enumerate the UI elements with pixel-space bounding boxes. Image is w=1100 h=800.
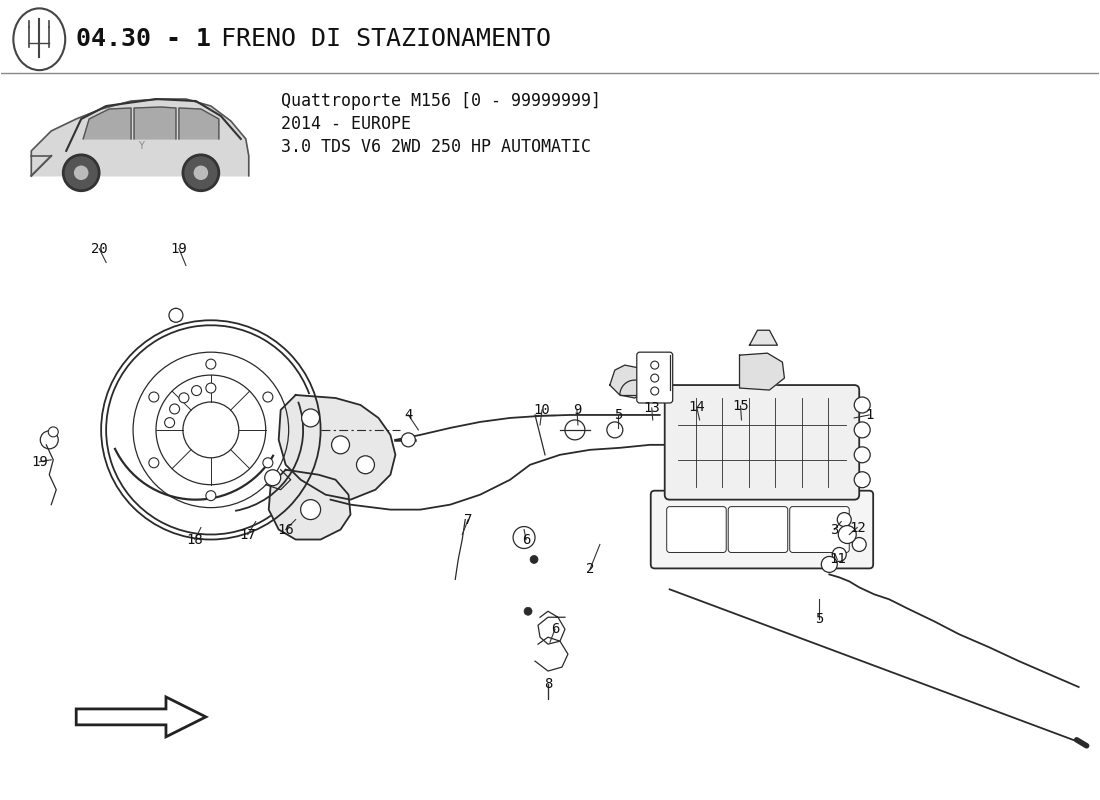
Text: 13: 13 bbox=[644, 401, 660, 415]
Text: 4: 4 bbox=[404, 408, 412, 422]
Circle shape bbox=[300, 500, 320, 519]
Polygon shape bbox=[268, 470, 351, 539]
Circle shape bbox=[822, 557, 837, 572]
Circle shape bbox=[855, 397, 870, 413]
Text: 2014 - EUROPE: 2014 - EUROPE bbox=[280, 115, 410, 133]
Polygon shape bbox=[76, 697, 206, 737]
Polygon shape bbox=[609, 365, 648, 398]
Circle shape bbox=[165, 418, 175, 428]
Polygon shape bbox=[739, 353, 784, 390]
Text: 19: 19 bbox=[31, 454, 47, 469]
Circle shape bbox=[402, 433, 416, 447]
Circle shape bbox=[838, 526, 856, 543]
Polygon shape bbox=[749, 330, 778, 345]
Circle shape bbox=[263, 458, 273, 468]
Circle shape bbox=[855, 472, 870, 488]
Text: 12: 12 bbox=[849, 521, 866, 534]
Circle shape bbox=[183, 155, 219, 190]
Text: 14: 14 bbox=[689, 400, 705, 414]
Circle shape bbox=[331, 436, 350, 454]
Circle shape bbox=[524, 607, 532, 615]
Text: 9: 9 bbox=[573, 403, 581, 417]
Text: 11: 11 bbox=[829, 553, 846, 566]
Text: 04.30 - 1: 04.30 - 1 bbox=[76, 27, 211, 51]
Circle shape bbox=[837, 513, 851, 526]
Circle shape bbox=[148, 458, 158, 468]
Circle shape bbox=[301, 409, 320, 427]
Circle shape bbox=[855, 422, 870, 438]
Text: 5: 5 bbox=[614, 408, 622, 422]
FancyBboxPatch shape bbox=[790, 506, 849, 553]
FancyBboxPatch shape bbox=[664, 385, 859, 500]
Circle shape bbox=[48, 427, 58, 437]
Circle shape bbox=[192, 165, 209, 181]
Polygon shape bbox=[134, 107, 176, 139]
Circle shape bbox=[263, 392, 273, 402]
Text: 16: 16 bbox=[277, 522, 294, 537]
Text: 3: 3 bbox=[830, 522, 838, 537]
Polygon shape bbox=[84, 108, 131, 139]
Circle shape bbox=[855, 447, 870, 462]
Circle shape bbox=[148, 392, 158, 402]
Text: 10: 10 bbox=[534, 403, 550, 417]
Polygon shape bbox=[278, 395, 395, 500]
Circle shape bbox=[169, 308, 183, 322]
Circle shape bbox=[356, 456, 374, 474]
Text: 6: 6 bbox=[521, 533, 530, 546]
Text: 2: 2 bbox=[585, 562, 594, 577]
Circle shape bbox=[833, 547, 846, 562]
Circle shape bbox=[565, 420, 585, 440]
Circle shape bbox=[169, 404, 179, 414]
Text: 20: 20 bbox=[91, 242, 108, 255]
Circle shape bbox=[852, 538, 866, 551]
Text: 15: 15 bbox=[733, 399, 749, 413]
Circle shape bbox=[191, 386, 201, 395]
FancyBboxPatch shape bbox=[667, 506, 726, 553]
Text: FRENO DI STAZIONAMENTO: FRENO DI STAZIONAMENTO bbox=[206, 27, 551, 51]
Text: 8: 8 bbox=[543, 677, 552, 691]
Text: 1: 1 bbox=[865, 408, 873, 422]
Circle shape bbox=[530, 555, 538, 563]
Circle shape bbox=[206, 383, 216, 393]
Text: 18: 18 bbox=[187, 533, 204, 546]
FancyBboxPatch shape bbox=[651, 490, 873, 569]
Text: 6: 6 bbox=[551, 622, 559, 636]
Circle shape bbox=[179, 393, 189, 403]
Text: Quattroporte M156 [0 - 99999999]: Quattroporte M156 [0 - 99999999] bbox=[280, 92, 601, 110]
Text: 5: 5 bbox=[815, 612, 824, 626]
Circle shape bbox=[265, 470, 280, 486]
Polygon shape bbox=[31, 99, 249, 176]
Polygon shape bbox=[179, 108, 219, 139]
Text: 19: 19 bbox=[170, 242, 187, 255]
Circle shape bbox=[607, 422, 623, 438]
FancyBboxPatch shape bbox=[728, 506, 788, 553]
Text: 17: 17 bbox=[240, 527, 256, 542]
Text: Y: Y bbox=[139, 141, 144, 151]
Circle shape bbox=[206, 359, 216, 369]
Circle shape bbox=[74, 165, 89, 181]
Circle shape bbox=[206, 490, 216, 501]
FancyBboxPatch shape bbox=[637, 352, 673, 403]
Circle shape bbox=[63, 155, 99, 190]
Text: 3.0 TDS V6 2WD 250 HP AUTOMATIC: 3.0 TDS V6 2WD 250 HP AUTOMATIC bbox=[280, 138, 591, 156]
Text: 7: 7 bbox=[464, 513, 472, 526]
